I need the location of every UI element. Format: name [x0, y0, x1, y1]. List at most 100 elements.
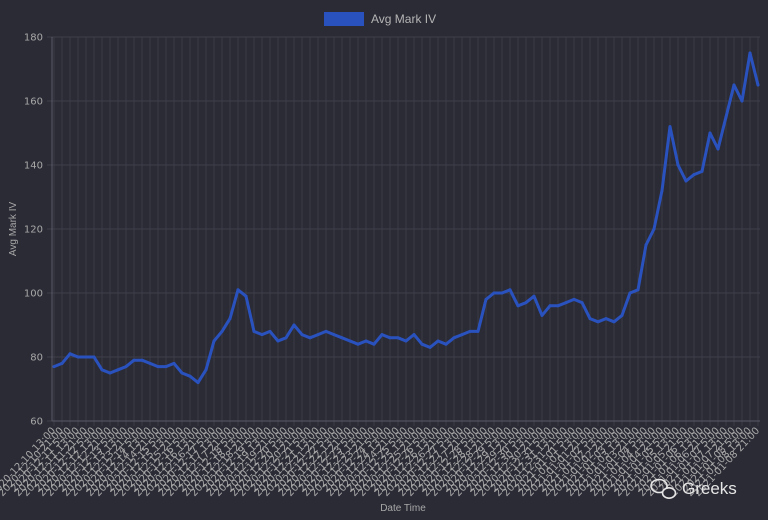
data-point [500, 291, 504, 295]
x-axis-title: Date Time [380, 503, 426, 514]
data-point [148, 361, 152, 365]
data-point [492, 291, 496, 295]
data-point [476, 329, 480, 333]
data-point [684, 179, 688, 183]
data-point [228, 317, 232, 321]
legend: Avg Mark IV [324, 12, 436, 26]
data-point [452, 336, 456, 340]
data-point [508, 288, 512, 292]
data-point [372, 342, 376, 346]
y-axis-title: Avg Mark IV [8, 202, 19, 257]
data-point [580, 301, 584, 305]
data-point [644, 243, 648, 247]
watermark-text: Greeks [682, 479, 737, 498]
data-point [596, 320, 600, 324]
data-point [604, 317, 608, 321]
data-point [180, 371, 184, 375]
data-point [212, 339, 216, 343]
data-point [140, 358, 144, 362]
data-point [468, 329, 472, 333]
data-point [364, 339, 368, 343]
data-point [532, 294, 536, 298]
data-point [748, 51, 752, 55]
data-point [668, 125, 672, 129]
data-point [308, 336, 312, 340]
y-tick-label: 80 [30, 353, 43, 364]
y-tick-label: 60 [30, 417, 43, 428]
data-point [340, 336, 344, 340]
data-point [252, 329, 256, 333]
data-point [292, 323, 296, 327]
y-tick-label: 100 [24, 289, 43, 300]
grid-lines [47, 36, 760, 426]
data-point [484, 297, 488, 301]
data-point [420, 342, 424, 346]
watermark: Greeks [650, 478, 737, 499]
data-point [172, 361, 176, 365]
data-point [652, 227, 656, 231]
data-point [92, 355, 96, 359]
data-point [412, 333, 416, 337]
data-point [396, 336, 400, 340]
data-point [404, 339, 408, 343]
data-point [124, 365, 128, 369]
data-point [516, 304, 520, 308]
wechat-bubble-large [650, 478, 668, 494]
legend-swatch [324, 12, 364, 26]
y-tick-label: 140 [24, 161, 43, 172]
y-tick-label: 180 [24, 33, 43, 44]
data-point [108, 371, 112, 375]
data-point [628, 291, 632, 295]
data-point [700, 169, 704, 173]
data-point [588, 317, 592, 321]
data-point [100, 368, 104, 372]
data-point [196, 381, 200, 385]
data-point [540, 313, 544, 317]
data-point [724, 115, 728, 119]
data-point [660, 189, 664, 193]
data-point [268, 329, 272, 333]
data-point [428, 345, 432, 349]
legend-label: Avg Mark IV [371, 12, 436, 26]
data-point [236, 288, 240, 292]
data-point [708, 131, 712, 135]
y-tick-label: 120 [24, 225, 43, 236]
data-point [316, 333, 320, 337]
data-point [60, 361, 64, 365]
data-point [524, 301, 528, 305]
data-point [388, 336, 392, 340]
data-point [548, 304, 552, 308]
data-point [68, 352, 72, 356]
data-point [740, 99, 744, 103]
data-point [460, 333, 464, 337]
data-point [380, 333, 384, 337]
data-point [204, 368, 208, 372]
data-point [324, 329, 328, 333]
data-point [164, 365, 168, 369]
wechat-icon [650, 478, 677, 499]
data-point [756, 83, 760, 87]
data-point [636, 288, 640, 292]
data-point [572, 297, 576, 301]
data-point [284, 336, 288, 340]
data-point [732, 83, 736, 87]
data-point [156, 365, 160, 369]
data-point [188, 374, 192, 378]
data-point [76, 355, 80, 359]
data-point [84, 355, 88, 359]
data-point [556, 304, 560, 308]
data-point [276, 339, 280, 343]
wechat-bubble-small [661, 486, 677, 499]
data-point [52, 365, 56, 369]
data-point [676, 163, 680, 167]
data-point [244, 294, 248, 298]
data-point [564, 301, 568, 305]
data-point [356, 342, 360, 346]
data-point [332, 333, 336, 337]
data-point [116, 368, 120, 372]
data-point [612, 320, 616, 324]
data-point [692, 173, 696, 177]
data-point [436, 339, 440, 343]
